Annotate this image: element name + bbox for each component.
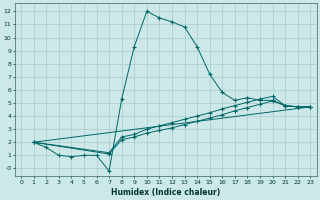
X-axis label: Humidex (Indice chaleur): Humidex (Indice chaleur): [111, 188, 220, 197]
